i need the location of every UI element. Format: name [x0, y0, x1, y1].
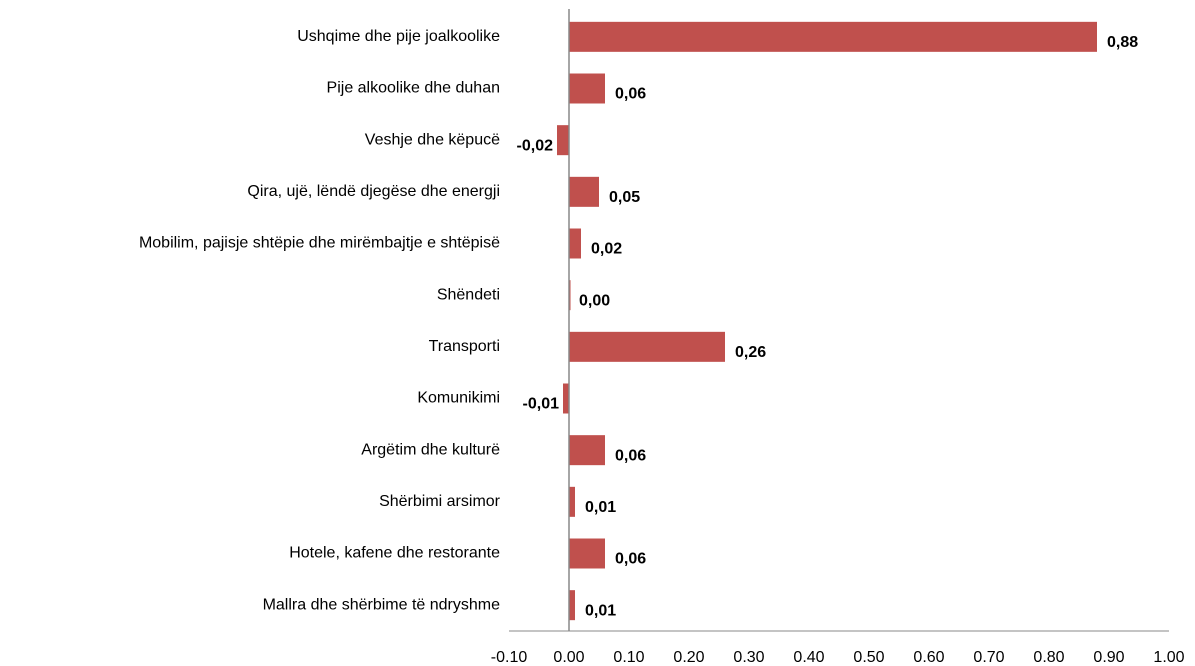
bar — [569, 21, 1097, 52]
y-tick-label: Qira, ujë, lëndë djegëse dhe energji — [247, 183, 500, 200]
value-label: 0,01 — [585, 602, 616, 619]
x-tick-label: 0.20 — [673, 649, 704, 666]
value-label: -0,01 — [523, 396, 560, 413]
bar — [569, 486, 575, 517]
x-tick-label: 0.50 — [853, 649, 884, 666]
x-tick-label: 1.00 — [1153, 649, 1184, 666]
x-tick-label: 0.30 — [733, 649, 764, 666]
value-label: 0,00 — [579, 292, 610, 309]
y-tick-label: Argëtim dhe kulturë — [361, 441, 500, 458]
value-label: 0,06 — [615, 86, 646, 103]
bar — [569, 176, 599, 207]
value-label: 0,06 — [615, 447, 646, 464]
value-label: 0,05 — [609, 189, 640, 206]
x-tick-label: 0.90 — [1093, 649, 1124, 666]
value-label: 0,88 — [1107, 34, 1138, 51]
y-tick-label: Mallra dhe shërbime të ndryshme — [263, 596, 501, 613]
x-tick-label: 0.40 — [793, 649, 824, 666]
bar — [569, 228, 581, 259]
bar — [569, 331, 725, 362]
bar — [563, 383, 569, 414]
y-tick-label: Mobilim, pajisje shtëpie dhe mirëmbajtje… — [139, 235, 500, 252]
bar — [569, 538, 605, 569]
y-tick-label: Veshje dhe këpucë — [365, 131, 500, 148]
y-tick-label: Transporti — [429, 338, 500, 355]
value-label: 0,06 — [615, 551, 646, 568]
x-tick-label: 0.60 — [913, 649, 944, 666]
y-tick-label: Hotele, kafene dhe restorante — [289, 545, 500, 562]
y-tick-label: Komunikimi — [417, 390, 500, 407]
bar — [557, 125, 569, 156]
bar — [569, 590, 575, 621]
x-tick-label: 0.70 — [973, 649, 1004, 666]
x-tick-label: -0.10 — [491, 649, 528, 666]
bar — [569, 435, 605, 466]
x-tick-label: 0.10 — [613, 649, 644, 666]
value-label: 0,01 — [585, 499, 616, 516]
value-label: 0,26 — [735, 344, 766, 361]
bar — [569, 73, 605, 104]
y-tick-label: Pije alkoolike dhe duhan — [327, 80, 500, 97]
y-tick-label: Shërbimi arsimor — [379, 493, 501, 510]
x-tick-label: 0.00 — [553, 649, 584, 666]
value-label: -0,02 — [517, 137, 554, 154]
y-tick-label: Ushqime dhe pije joalkoolike — [297, 28, 500, 45]
x-tick-label: 0.80 — [1033, 649, 1064, 666]
value-label: 0,02 — [591, 241, 622, 258]
y-tick-label: Shëndeti — [437, 286, 500, 303]
